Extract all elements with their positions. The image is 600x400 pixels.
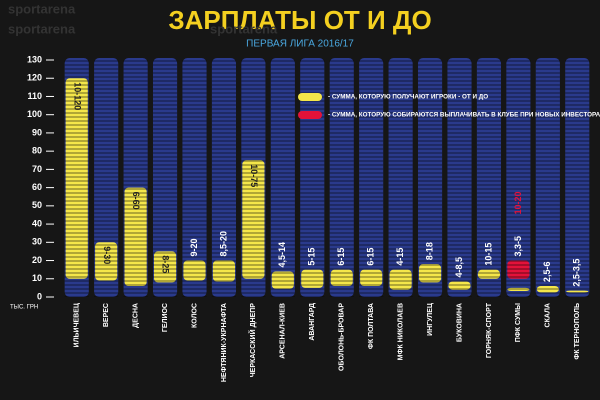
legend-swatch [298, 111, 322, 119]
legend-label: - СУММА, КОТОРУЮ СОБИРАЮТСЯ ВЫПЛАЧИВАТЬ … [328, 112, 600, 119]
chart-subtitle: ПЕРВАЯ ЛИГА 2016/17 [246, 39, 354, 50]
x-tick-label: ДЕСНА [132, 303, 139, 328]
x-tick-label: ВЕРЕС [103, 303, 110, 327]
value-label: 2,5-3,5 [572, 259, 582, 287]
value-label: 8-18 [424, 242, 434, 260]
stripes [417, 58, 443, 297]
y-tick-label: 0 [37, 291, 42, 301]
x-tick-label: ОБОЛОНЬ-БРОВАР [339, 303, 346, 371]
stripes [329, 58, 354, 297]
value-label: 4-8,5 [454, 257, 464, 278]
x-tick-label: ГЕЛИОС [162, 303, 169, 332]
value-label: 6-15 [336, 248, 346, 266]
value-label: 9-30 [102, 246, 112, 264]
chart-title: ЗАРПЛАТЫ ОТ И ДО [168, 5, 431, 35]
value-label: 6-60 [131, 192, 141, 210]
value-label: 4,5-14 [277, 242, 287, 268]
watermark: sportarena [8, 21, 76, 36]
value-label: 10-75 [249, 164, 259, 187]
value-label: 8-25 [161, 255, 171, 273]
x-tick-label: ГОРНЯК-СПОРТ [486, 302, 493, 358]
stripes [535, 58, 560, 297]
stripes [152, 58, 178, 297]
x-tick-label: ИЛЬИЧЕВЕЦ [74, 302, 81, 347]
value-label: 10-20 [513, 192, 523, 215]
legend-swatch [298, 93, 322, 101]
stripes [359, 58, 384, 297]
y-tick-label: 60 [32, 182, 42, 192]
x-tick-label: СКАЛА [545, 303, 552, 327]
stripes [476, 58, 502, 297]
x-tick-label: ФК ПОЛТАВА [368, 303, 375, 349]
watermark: sportarena [210, 21, 278, 36]
value-label: 2,5-6 [542, 262, 552, 283]
x-tick-label: ЧЕРКАССКИЙ ДНЕПР [248, 303, 257, 378]
x-tick-label: АРСЕНАЛ-КИЕВ [280, 303, 287, 359]
stripes [388, 58, 413, 297]
y-tick-label: 100 [27, 109, 42, 119]
y-unit: ТЫС. ГРН [10, 305, 38, 311]
stripes [94, 58, 119, 297]
y-tick-label: 130 [27, 54, 42, 64]
y-tick-label: 30 [32, 237, 42, 247]
x-tick-label: НЕФТЯНИК-УКРНАФТА [221, 303, 228, 382]
stripes [123, 58, 148, 297]
stripes [506, 58, 531, 297]
stripes [270, 58, 295, 297]
x-tick-label: МФК НИКОЛАЕВ [397, 303, 404, 360]
value-label: 10-120 [72, 82, 82, 110]
value-label: 4-15 [395, 248, 405, 266]
stripes [64, 58, 89, 297]
y-tick-label: 70 [32, 164, 42, 174]
x-tick-label: ФК ТЕРНОПОЛЬ [574, 303, 581, 360]
y-tick-label: 80 [32, 146, 42, 156]
stripes [447, 58, 472, 297]
y-tick-label: 10 [32, 273, 42, 283]
y-tick-label: 40 [32, 218, 42, 228]
value-label: 3,3-5 [513, 236, 523, 257]
value-label: 10-15 [483, 243, 493, 266]
value-label: 5-15 [307, 248, 317, 266]
value-label: 9-20 [189, 239, 199, 257]
watermark: sportarena [8, 1, 76, 16]
stripes [182, 58, 207, 297]
value-label: 8,5-20 [218, 231, 228, 257]
legend-label: - СУММА, КОТОРУЮ ПОЛУЧАЮТ ИГРОКИ - ОТ И … [328, 94, 488, 101]
stripes [565, 58, 590, 297]
stripes [241, 58, 266, 297]
y-tick-label: 90 [32, 127, 42, 137]
y-tick-label: 20 [32, 255, 42, 265]
y-tick-label: 120 [27, 73, 42, 83]
stripes [211, 58, 237, 297]
x-tick-label: АВАНГАРД [309, 303, 316, 341]
y-tick-label: 110 [27, 91, 42, 101]
x-tick-label: ПФК СУМЫ [515, 303, 522, 342]
x-tick-label: КОЛОС [191, 303, 198, 328]
y-tick-label: 50 [32, 200, 42, 210]
x-tick-label: БУКОВИНА [456, 303, 463, 342]
value-label: 6-15 [366, 248, 376, 266]
x-tick-label: ИНГУЛЕЦ [427, 302, 434, 336]
